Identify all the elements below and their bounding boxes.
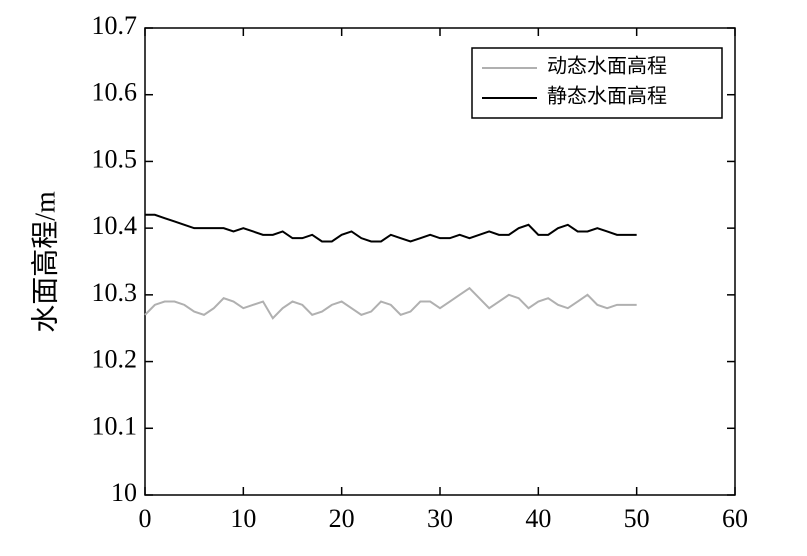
y-tick-label: 10.2 <box>92 345 138 374</box>
legend-box <box>471 47 723 119</box>
x-tick-label: 50 <box>624 504 650 533</box>
x-tick-label: 0 <box>139 504 152 533</box>
data-line <box>145 213 637 243</box>
y-tick-label: 10.5 <box>92 144 138 173</box>
x-tick-label: 40 <box>525 504 551 533</box>
x-tick-label: 30 <box>427 504 453 533</box>
x-tick-label: 20 <box>329 504 355 533</box>
y-tick-label: 10.6 <box>92 78 138 107</box>
x-tick-label: 60 <box>722 504 748 533</box>
y-tick-label: 10.7 <box>92 11 138 40</box>
legend-label: 动态水面高程 <box>547 55 667 78</box>
y-axis-label: 水面高程/m <box>29 191 61 333</box>
legend-label: 静态水面高程 <box>547 85 667 108</box>
x-tick-label: 10 <box>230 504 256 533</box>
data-line <box>144 286 637 320</box>
y-tick-label: 10 <box>111 478 137 507</box>
y-tick-label: 10.3 <box>92 278 138 307</box>
y-tick-label: 10.4 <box>92 211 138 240</box>
y-tick-label: 10.1 <box>92 411 138 440</box>
